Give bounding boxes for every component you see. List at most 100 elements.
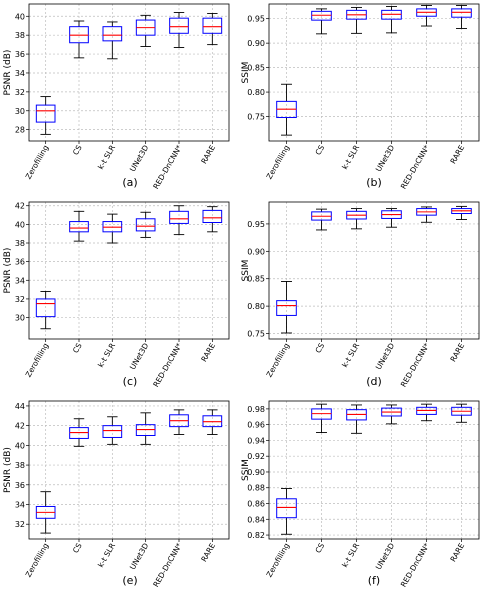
y-tick-label: 36	[15, 50, 25, 59]
box-unet3d	[135, 211, 156, 238]
box-iqr	[451, 8, 472, 18]
x-tick-label: k-t SLR	[96, 144, 117, 171]
x-tick-label: k-t SLR	[340, 542, 361, 569]
y-tick-label: 0.80	[247, 302, 265, 311]
y-tick-label: 0.98	[247, 405, 265, 414]
box-iqr	[169, 17, 189, 34]
box-iqr	[69, 221, 89, 233]
y-tick-label: 38	[15, 461, 25, 470]
box-zerofilling	[276, 488, 297, 535]
box-unet3d	[381, 404, 402, 425]
box-red-dncnn-	[169, 205, 189, 236]
y-tick-label: 0.75	[247, 113, 265, 122]
box-iqr	[202, 209, 223, 224]
y-tick-label: 0.82	[247, 531, 265, 540]
box-rare	[451, 205, 472, 220]
x-tick-label: UNet3D	[374, 541, 397, 571]
y-axis-label: SSIM	[241, 260, 251, 282]
box-iqr	[276, 498, 297, 519]
y-tick-label: 34	[15, 69, 25, 78]
plot-frame	[268, 3, 480, 142]
y-tick-label: 28	[15, 126, 25, 135]
x-tick-label: Zerofilling	[265, 541, 292, 578]
y-tick-label: 0.92	[247, 452, 265, 461]
plot-frame	[28, 400, 230, 540]
x-tick-label: RARE	[199, 541, 217, 563]
x-tick-label: RED-DnCNN*	[151, 143, 184, 190]
box-unet3d	[381, 208, 402, 228]
box-rare	[451, 5, 472, 29]
y-tick-label: 36	[15, 481, 25, 490]
y-tick-label: 42	[15, 422, 25, 431]
y-tick-label: 32	[15, 520, 25, 529]
panel-label: (f)	[368, 574, 380, 587]
panel-4: 0.75 0.80 0.85 0.90 0.95 Zerofilling CS k-t SLR…	[241, 201, 480, 389]
y-tick-label: 0.86	[247, 500, 265, 509]
y-axis-label: PSNR (dB)	[3, 248, 13, 294]
box-iqr	[102, 425, 123, 438]
plot-frame	[28, 3, 230, 142]
y-tick-label: 40	[15, 220, 25, 229]
x-tick-label: RARE	[448, 341, 466, 363]
x-tick-label: RARE	[199, 341, 217, 363]
box-unet3d	[381, 5, 402, 34]
panel-1: 28 30 32 34 36 38 40 Zerofilling CS k-t SLR UNet3D…	[3, 3, 230, 191]
y-tick-label: 0.94	[247, 436, 265, 445]
box-unet3d	[135, 14, 156, 47]
y-tick-label: 42	[15, 202, 25, 211]
y-axis-label: SSIM	[241, 62, 251, 84]
y-tick-label: 32	[15, 88, 25, 97]
y-tick-label: 0.85	[247, 64, 265, 73]
panel-2: 0.75 0.80 0.85 0.90 0.95 Zerofilling CS k-t SLR…	[241, 3, 480, 191]
y-tick-label: 38	[15, 239, 25, 248]
box-red-dncnn-	[169, 409, 189, 435]
box-iqr	[135, 218, 156, 232]
plot-frame	[28, 201, 230, 340]
panel-label: (d)	[366, 375, 382, 388]
plot-frame	[268, 400, 480, 540]
box-zerofilling	[35, 291, 56, 330]
y-axis-label: PSNR (dB)	[3, 50, 13, 96]
y-tick-label: 36	[15, 258, 25, 267]
box-unet3d	[135, 412, 156, 445]
y-tick-label: 32	[15, 295, 25, 304]
y-tick-label: 40	[15, 12, 25, 21]
y-tick-label: 0.88	[247, 484, 265, 493]
x-tick-label: RED-DnCNN*	[399, 541, 432, 588]
box-zerofilling	[35, 96, 56, 135]
x-tick-label: Zerofilling	[24, 541, 51, 578]
box-rare	[202, 206, 223, 233]
x-tick-label: Zerofilling	[265, 341, 292, 378]
x-tick-label: Zerofilling	[24, 341, 51, 378]
x-tick-label: k-t SLR	[96, 542, 117, 569]
box-iqr	[35, 298, 56, 318]
y-tick-label: 40	[15, 441, 25, 450]
x-tick-label: CS	[71, 341, 84, 354]
y-tick-label: 34	[15, 501, 25, 510]
x-tick-label: CS	[313, 143, 326, 156]
box-iqr	[35, 104, 56, 123]
plot-frame	[268, 201, 480, 340]
x-tick-label: UNet3D	[374, 341, 397, 371]
box-iqr	[169, 210, 189, 224]
x-tick-label: RED-DnCNN*	[399, 143, 432, 190]
box-k-t-slr	[102, 416, 123, 445]
panel-label: (a)	[122, 176, 137, 189]
box-zerofilling	[35, 491, 56, 534]
y-tick-label: 0.96	[247, 421, 265, 430]
x-tick-label: CS	[71, 143, 84, 156]
x-tick-label: Zerofilling	[265, 143, 292, 180]
box-cs	[311, 8, 332, 35]
box-cs	[69, 418, 89, 447]
box-rare	[451, 403, 472, 423]
box-red-dncnn-	[416, 5, 437, 27]
y-tick-label: 0.84	[247, 515, 265, 524]
box-red-dncnn-	[416, 206, 437, 223]
x-tick-label: k-t SLR	[96, 342, 117, 369]
x-tick-label: RARE	[448, 143, 466, 165]
y-tick-label: 30	[15, 314, 25, 323]
x-tick-label: RED-DnCNN*	[151, 341, 184, 388]
box-k-t-slr	[346, 404, 367, 434]
box-cs	[69, 20, 89, 59]
y-tick-label: 0.95	[247, 220, 265, 229]
